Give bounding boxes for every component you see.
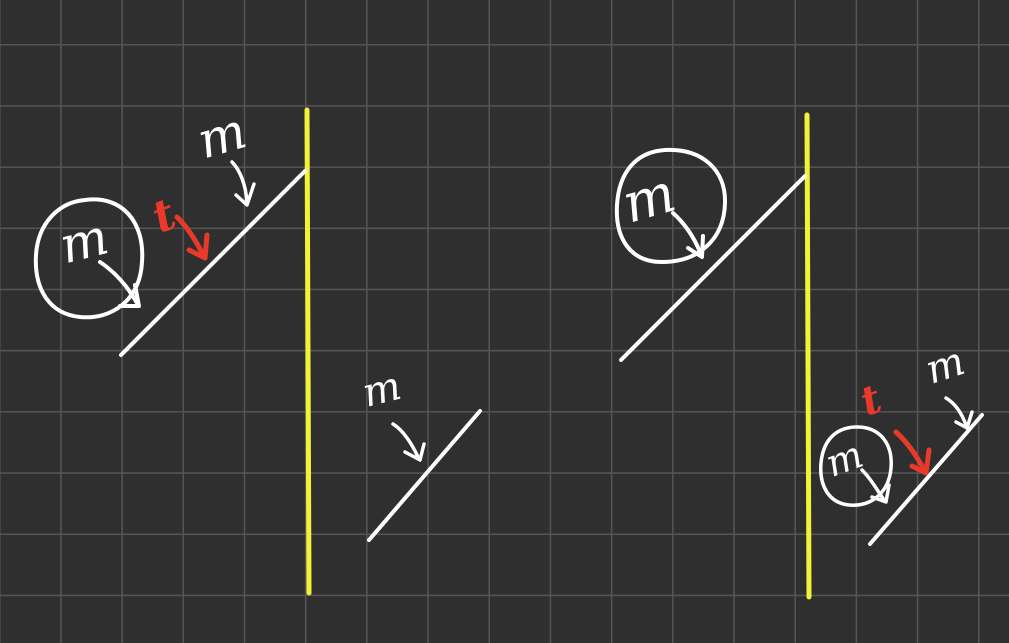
diagonal-line-middle	[367, 409, 482, 542]
letter-m-top-left: m	[191, 101, 253, 170]
arrow-circle-right-lower	[860, 468, 891, 504]
letter-m-middle: m	[358, 363, 406, 417]
circle-right-lower	[819, 425, 893, 507]
circle-left	[33, 197, 145, 320]
arrow-circle-left	[98, 260, 141, 308]
diagonal-line-left	[119, 169, 307, 357]
letter-m-top-right: m	[920, 338, 970, 393]
diagonal-line-right-lower	[868, 413, 984, 546]
yellow-vertical-line-left	[304, 107, 312, 596]
letter-t-right: t	[854, 375, 888, 426]
arrow-m-top-left	[230, 160, 256, 207]
yellow-vertical-line-right	[804, 112, 812, 600]
letter-m-circle-right: m	[616, 161, 683, 236]
arrow-m-middle	[391, 422, 426, 462]
arrow-t-right	[893, 429, 932, 476]
arrow-t-left	[174, 214, 210, 261]
circle-right-upper	[614, 147, 728, 264]
arrow-m-top-right	[944, 396, 974, 430]
diagonal-line-right-upper	[619, 174, 807, 362]
arrow-circle-right	[671, 211, 705, 259]
